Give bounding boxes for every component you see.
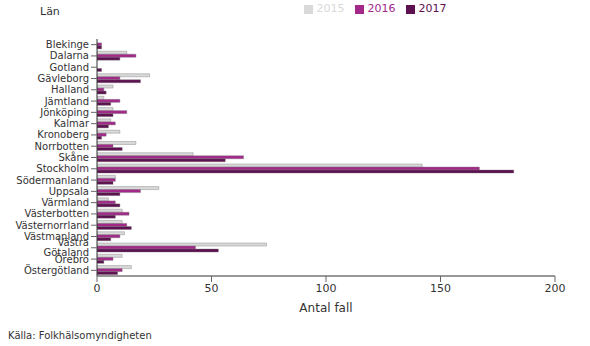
svg-text:Stockholm: Stockholm [36,163,89,174]
svg-text:Värmland: Värmland [42,197,89,208]
svg-text:Gävleborg: Gävleborg [38,73,89,84]
svg-text:Jönköping: Jönköping [39,107,89,118]
svg-text:50: 50 [205,282,219,295]
svg-text:Västerbotten: Västerbotten [25,208,89,219]
svg-text:150: 150 [430,282,451,295]
svg-text:Gotland: Gotland [50,62,89,73]
svg-text:Norrbotten: Norrbotten [35,141,89,152]
svg-text:Jämtland: Jämtland [44,96,89,107]
svg-text:100: 100 [316,282,337,295]
svg-text:Örebro: Örebro [55,253,89,265]
svg-text:Östergötland: Östergötland [24,264,89,276]
svg-text:Blekinge: Blekinge [46,39,89,50]
svg-text:Kalmar: Kalmar [54,118,90,129]
svg-text:Antal fall: Antal fall [299,301,352,315]
svg-text:Kronoberg: Kronoberg [37,129,89,140]
svg-text:Dalarna: Dalarna [50,50,89,61]
svg-text:Uppsala: Uppsala [49,186,89,197]
svg-text:200: 200 [545,282,566,295]
svg-text:Skåne: Skåne [58,151,89,163]
svg-text:Halland: Halland [51,84,89,95]
svg-text:Södermanland: Södermanland [16,175,89,186]
svg-text:0: 0 [94,282,101,295]
svg-text:Västernorrland: Västernorrland [15,220,89,231]
